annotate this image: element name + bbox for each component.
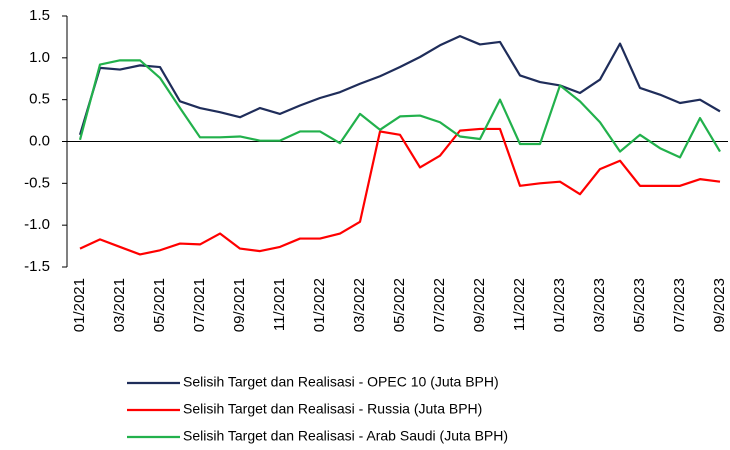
x-tick-label: 03/2021 [111,278,128,332]
x-tick-label: 05/2023 [631,278,648,332]
series-line [78,59,721,159]
series-line [78,34,721,136]
series-line [79,127,721,256]
x-tick-label: 01/2022 [311,278,328,332]
x-tick-label: 07/2022 [431,278,448,332]
legend-label: Selisih Target dan Realisasi - OPEC 10 (… [183,374,499,390]
x-tick-label: 09/2023 [711,278,728,332]
y-tick-label: -0.5 [24,174,50,191]
x-tick-label: 01/2021 [71,278,88,332]
y-tick-label: 1.0 [29,49,50,66]
legend-label: Selisih Target dan Realisasi - Russia (J… [183,401,482,417]
y-tick-label: -1.0 [24,216,50,233]
x-tick-label: 05/2022 [391,278,408,332]
x-tick-label: 05/2021 [151,278,168,332]
y-tick-label: 1.5 [29,7,50,24]
x-tick-label: 09/2021 [231,278,248,332]
x-tick-label: 09/2022 [471,278,488,332]
x-tick-label: 07/2021 [191,278,208,332]
x-tick-label: 03/2023 [591,278,608,332]
x-tick-label: 01/2023 [551,278,568,332]
x-tick-label: 07/2023 [671,278,688,332]
legend-label: Selisih Target dan Realisasi - Arab Saud… [183,428,508,444]
y-tick-label: 0.5 [29,91,50,108]
y-tick-label: -1.5 [24,258,50,275]
x-tick-label: 03/2022 [351,278,368,332]
x-tick-label: 11/2022 [511,278,528,331]
x-tick-label: 11/2021 [271,278,288,331]
y-tick-label: 0.0 [29,132,50,149]
